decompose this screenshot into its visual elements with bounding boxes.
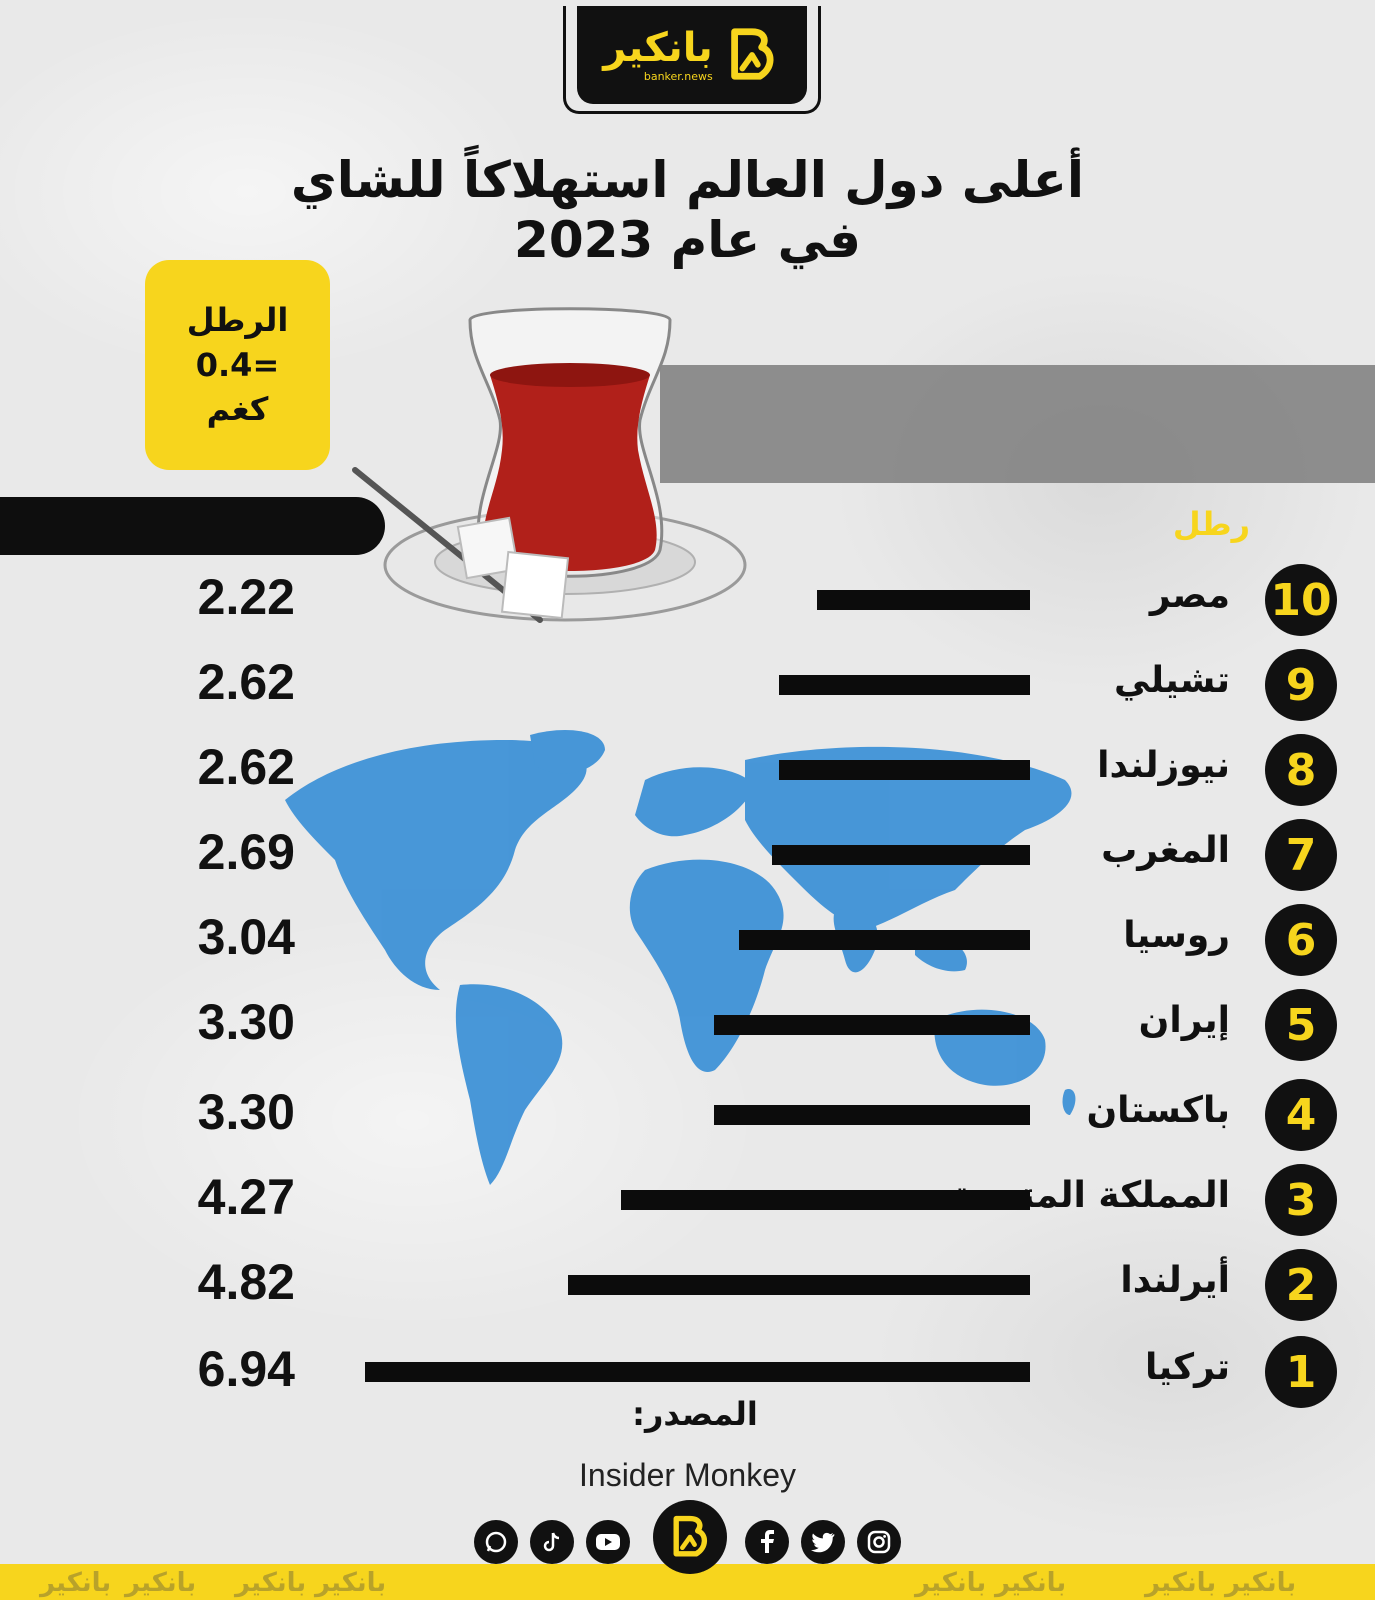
footer-brand-3: بانكير [235,1568,307,1598]
unit-header-label: رطل [1172,505,1250,543]
bar [568,1275,1030,1295]
value-label: 3.04 [197,909,295,965]
rank-badge: 3 [1265,1164,1337,1236]
unit-note-line-2: =0.4 [195,345,280,384]
rank-badge: 5 [1265,989,1337,1061]
footer-brand-1: بانكير [40,1568,112,1598]
rank-badge: 1 [1265,1336,1337,1408]
bar [778,675,1030,695]
rank-badge: 9 [1265,649,1337,721]
country-label: تركيا [1144,1347,1230,1388]
footer-brand-4: بانكير [315,1568,387,1598]
source-name: Insider Monkey [579,1457,796,1493]
bar [713,1015,1030,1035]
country-label: المغرب [1101,830,1230,871]
bar [713,1105,1030,1125]
country-label: أيرلندا [1120,1260,1230,1301]
value-label: 2.69 [197,824,295,880]
value-label: 6.94 [197,1341,295,1397]
instagram-icon[interactable] [857,1520,901,1564]
logo-b-icon [730,28,774,80]
unit-header-bar [0,497,385,555]
bar [365,1362,1030,1382]
whatsapp-icon[interactable] [474,1520,518,1564]
country-label: إيران [1138,1000,1230,1041]
youtube-icon[interactable] [586,1520,630,1564]
footer-brand-2: بانكير [125,1568,197,1598]
value-label: 2.22 [197,569,295,625]
logo-badge: بانكير banker.news [577,6,807,104]
bar [620,1190,1030,1210]
logo-site: banker.news [643,69,713,83]
world-map-icon [285,730,1076,1185]
value-label: 2.62 [197,654,295,710]
rank-badge: 7 [1265,819,1337,891]
rank-badge: 10 [1265,564,1337,636]
source-label: المصدر: [632,1395,758,1433]
logo-wordmark: بانكير [603,24,713,71]
value-label: 3.30 [197,994,295,1050]
country-label: روسيا [1123,915,1230,956]
title-line-1: أعلى دول العالم استهلاكاً للشاي [290,151,1085,209]
footer-brand-8: بانكير [1225,1568,1297,1598]
bar [738,930,1030,950]
footer-brand-6: بانكير [995,1568,1067,1598]
unit-note-line-3: كغم [206,390,269,429]
tiktok-icon[interactable] [530,1520,574,1564]
page-title: أعلى دول العالم استهلاكاً للشاي في عام 2… [250,150,1125,270]
value-label: 2.62 [197,739,295,795]
rank-badge: 4 [1265,1079,1337,1151]
unit-note-line-1: الرطل [186,300,289,339]
center-logo-icon[interactable] [653,1500,727,1574]
bar [817,590,1030,610]
country-label: باكستان [1086,1090,1230,1131]
logo-frame [563,6,821,114]
brand-logo: بانكير banker.news [563,6,821,116]
bar [778,760,1030,780]
unit-note: الرطل =0.4 كغم [145,260,330,470]
bar [772,845,1030,865]
title-line-2: في عام 2023 [514,211,861,269]
footer-brand-5: بانكير [915,1568,987,1598]
rank-badge: 8 [1265,734,1337,806]
tea-glass-icon [352,307,747,623]
country-label: مصر [1149,575,1230,616]
value-label: 3.30 [197,1084,295,1140]
grey-band [660,365,1375,483]
country-label: تشيلي [1114,660,1230,701]
facebook-icon[interactable] [745,1520,789,1564]
country-label: نيوزلندا [1097,745,1230,786]
rank-badge: 2 [1265,1249,1337,1321]
rank-badge: 6 [1265,904,1337,976]
twitter-icon[interactable] [801,1520,845,1564]
footer-brand-7: بانكير [1145,1568,1217,1598]
value-label: 4.82 [197,1254,295,1310]
value-label: 4.27 [197,1169,295,1225]
